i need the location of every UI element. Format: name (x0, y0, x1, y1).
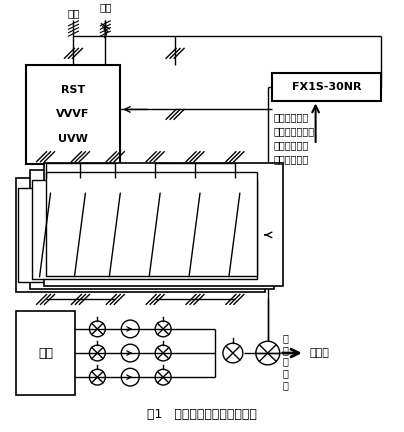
Bar (25, 65, 120, 164)
Bar (29, 171, 274, 289)
Text: 压
力
变
送
器: 压 力 变 送 器 (283, 334, 288, 390)
Bar (16, 311, 76, 395)
Text: FX1S-30NR: FX1S-30NR (292, 82, 361, 92)
Text: 水源: 水源 (38, 346, 53, 359)
Bar (272, 73, 381, 101)
Text: RST: RST (61, 85, 85, 95)
Bar (18, 188, 257, 282)
Bar (44, 162, 283, 286)
Text: VVVF: VVVF (56, 109, 90, 119)
Text: 水管网: 水管网 (309, 348, 330, 358)
Bar (32, 180, 257, 279)
Text: 电源: 电源 (67, 8, 80, 18)
Text: 操作控制信号
（运行反馈、水
位检测、故障
反馈等信号）: 操作控制信号 （运行反馈、水 位检测、故障 反馈等信号） (274, 112, 315, 165)
Text: 电源: 电源 (99, 2, 112, 12)
Text: UVW: UVW (58, 134, 88, 144)
Text: 图1   变频恒压供水系统原理图: 图1 变频恒压供水系统原理图 (147, 409, 257, 422)
Bar (46, 172, 257, 276)
Bar (16, 178, 265, 292)
